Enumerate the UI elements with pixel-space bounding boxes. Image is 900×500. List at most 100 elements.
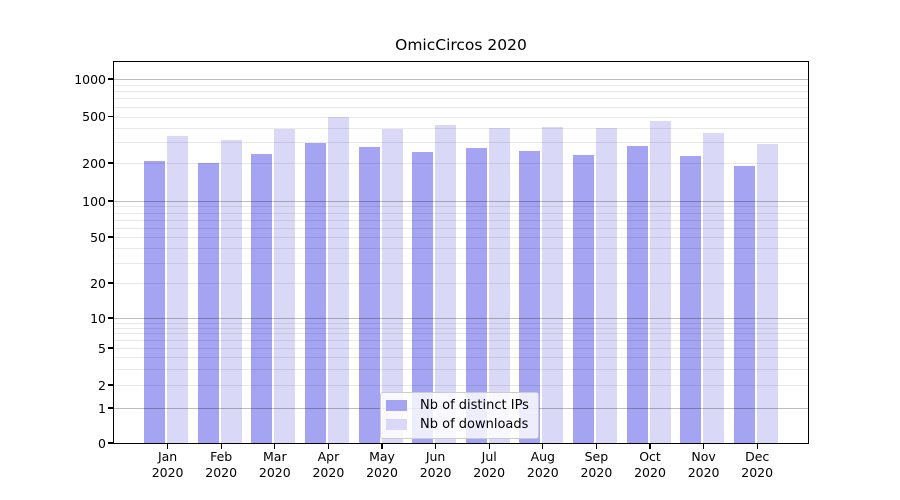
gridline-minor (114, 283, 808, 284)
x-tick-label: Nov 2020 (676, 449, 732, 480)
gridline-minor (114, 248, 808, 250)
legend-swatch-downloads (386, 419, 407, 430)
y-tick-label: 20 (90, 275, 106, 291)
gridline-minor (114, 91, 808, 93)
x-tick (542, 444, 544, 449)
legend: Nb of distinct IPs Nb of downloads (380, 392, 539, 439)
bar-distinct-ips (572, 155, 594, 443)
legend-entry-distinct-ips: Nb of distinct IPs (386, 398, 529, 413)
y-tick (108, 347, 113, 349)
bar-downloads (435, 124, 457, 443)
y-tick-label: 200 (82, 155, 106, 171)
chart-title: OmicCircos 2020 (395, 36, 527, 54)
legend-label-distinct-ips: Nb of distinct IPs (420, 398, 529, 413)
bar-downloads (220, 140, 242, 443)
bar-distinct-ips (304, 143, 326, 443)
gridline-major (114, 201, 808, 202)
x-tick-label: Feb 2020 (193, 449, 249, 480)
gridline-minor (114, 98, 808, 100)
y-tick (108, 236, 113, 238)
x-tick (488, 444, 490, 449)
x-tick-label: Dec 2020 (729, 449, 785, 480)
x-tick-year: 2020 (473, 464, 506, 480)
y-tick (108, 78, 113, 80)
x-tick-year: 2020 (205, 464, 238, 480)
bar-distinct-ips (733, 166, 755, 443)
bar-distinct-ips (680, 155, 702, 443)
y-tick-label: 50 (90, 229, 106, 245)
gridline-minor (114, 322, 808, 324)
bar-downloads (756, 144, 778, 443)
x-tick-year: 2020 (687, 464, 720, 480)
y-tick (108, 317, 113, 319)
gridline-minor (114, 219, 808, 221)
x-tick (274, 444, 276, 449)
x-tick-year: 2020 (526, 464, 559, 480)
bar-distinct-ips (412, 152, 434, 443)
y-tick (108, 407, 113, 409)
gridline-major (114, 79, 808, 80)
legend-swatch-distinct-ips (386, 400, 407, 411)
bar-downloads (649, 121, 671, 443)
gridline-minor (114, 262, 808, 264)
x-tick (327, 444, 330, 449)
gridline-minor (114, 206, 808, 208)
x-tick (703, 444, 705, 449)
bar-downloads (703, 133, 725, 443)
x-tick-label: Aug 2020 (515, 449, 571, 480)
x-tick-label: Mar 2020 (247, 449, 303, 480)
x-tick-year: 2020 (151, 464, 184, 480)
x-tick-year: 2020 (366, 464, 398, 480)
gridline-minor (114, 385, 808, 386)
y-tick-label: 1 (98, 400, 106, 416)
y-tick (108, 442, 113, 444)
y-tick (108, 200, 113, 202)
x-tick-year: 2020 (741, 464, 774, 480)
y-tick-label: 1000 (74, 71, 106, 87)
gridline-minor (114, 212, 808, 214)
gridline-minor (114, 237, 808, 238)
bar-distinct-ips (358, 147, 380, 443)
x-tick-label: Oct 2020 (622, 449, 678, 480)
x-tick (756, 444, 758, 449)
gridline-minor (114, 84, 808, 86)
legend-entry-downloads: Nb of downloads (386, 417, 529, 432)
y-tick-label: 500 (82, 109, 106, 124)
x-tick-label: Jul 2020 (461, 449, 517, 480)
y-tick (108, 115, 113, 118)
gridline-minor (114, 116, 808, 118)
bar-downloads (542, 126, 564, 443)
bar-downloads (274, 129, 296, 443)
x-tick (167, 444, 169, 449)
y-tick (108, 384, 113, 386)
x-tick-year: 2020 (258, 464, 291, 480)
y-tick-label: 0 (98, 435, 106, 451)
x-tick (381, 444, 383, 449)
y-tick-label: 10 (90, 310, 106, 326)
bar-distinct-ips (251, 154, 273, 443)
bar-distinct-ips (197, 163, 219, 443)
x-tick-year: 2020 (580, 464, 613, 480)
gridline-minor (114, 327, 808, 329)
y-tick-label: 2 (98, 377, 106, 393)
y-tick (108, 282, 113, 284)
bar-downloads (167, 135, 189, 443)
gridline-major (114, 318, 808, 319)
gridline-minor (114, 348, 808, 349)
x-tick-label: Jun 2020 (408, 449, 464, 480)
gridline-minor (114, 368, 808, 370)
gridline-minor (114, 127, 808, 129)
gridline-minor (114, 333, 808, 335)
bar-downloads (327, 117, 349, 443)
gridline-minor (114, 142, 808, 144)
x-tick (649, 444, 651, 449)
x-tick-label: Apr 2020 (300, 449, 356, 480)
gridline-minor (114, 106, 808, 108)
y-tick-label: 5 (98, 340, 106, 356)
bar-downloads (488, 128, 510, 443)
x-tick-label: Jan 2020 (140, 449, 196, 480)
x-tick-year: 2020 (312, 464, 345, 480)
plot-area: Nb of distinct IPs Nb of downloads Jan 20… (74, 61, 809, 480)
x-tick (435, 444, 437, 449)
bar-distinct-ips (465, 147, 487, 443)
